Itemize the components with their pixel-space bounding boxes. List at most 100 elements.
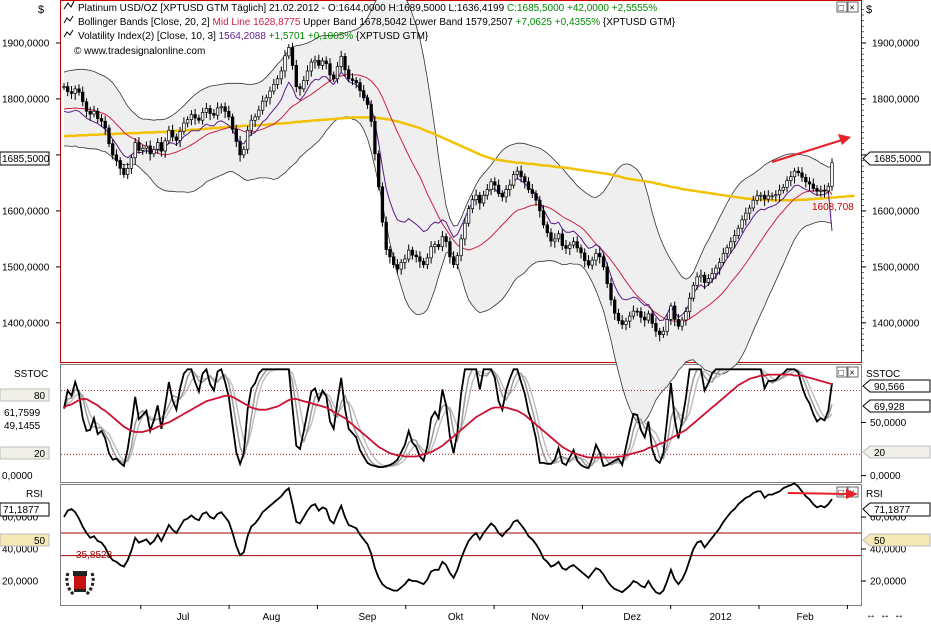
candle-body — [530, 189, 534, 194]
candle-body — [635, 310, 639, 313]
candle-body — [553, 238, 557, 242]
price-tick-label-left: 1400,0000 — [2, 318, 50, 329]
candle-body — [414, 254, 418, 258]
candle-body — [721, 253, 726, 263]
candle-body — [654, 323, 658, 332]
scroll-right-button[interactable]: ↔ — [894, 610, 904, 621]
candle-body — [781, 187, 785, 191]
scroll-buttons[interactable]: ↔ ↔ ↔ — [866, 610, 904, 621]
legend-line2-mid: Mid Line 1628,8775 — [213, 17, 301, 28]
candle-body — [481, 194, 486, 204]
candle-body — [185, 119, 190, 124]
candle-body — [92, 110, 96, 115]
stoch-panel-buttons[interactable]: □ × — [836, 366, 859, 378]
maximize-button[interactable] — [836, 366, 848, 378]
candle-body — [766, 195, 770, 200]
trend-arrow-price — [771, 134, 851, 163]
legend-line3-val: 1564,2088 — [219, 31, 267, 42]
x-tick-label: Jul — [177, 612, 190, 623]
rsi-tick-label-right: 20,0000 — [870, 577, 907, 588]
candle-body — [332, 74, 336, 80]
close-button[interactable] — [847, 1, 859, 13]
candle-body — [534, 193, 538, 201]
candle-body — [684, 311, 688, 321]
candle-body — [384, 221, 388, 250]
candle-body — [478, 194, 482, 204]
candle-body — [732, 235, 737, 243]
candle-body — [219, 106, 223, 109]
close-icon: × — [850, 3, 855, 13]
candle-body — [133, 142, 137, 159]
candle-body — [182, 122, 186, 132]
candle-body — [601, 256, 606, 268]
sma-200-line — [63, 116, 855, 202]
candle-body — [302, 80, 306, 90]
price-panel-buttons[interactable]: □ × — [836, 1, 859, 13]
candle-body — [118, 160, 122, 169]
legend-line1: Platinum USD/OZ [XPTUSD GTM Täglich] 21.… — [78, 3, 657, 14]
candle-body — [189, 114, 194, 120]
candle-body — [122, 167, 126, 175]
candle-body — [163, 140, 167, 152]
candle-body — [242, 148, 246, 156]
rsi-badge-right: 71,1877 — [874, 505, 911, 516]
candle-body — [410, 249, 415, 256]
rsi-tick-label-right: 40,0000 — [870, 545, 907, 556]
candle-body — [822, 189, 827, 192]
candle-body — [792, 170, 797, 178]
candle-body — [215, 107, 220, 116]
candle-body — [695, 276, 699, 286]
candle-body — [511, 174, 516, 186]
candle-body — [717, 262, 722, 269]
candle-body — [253, 116, 257, 121]
candle-body — [204, 108, 209, 113]
maximize-button[interactable] — [836, 1, 848, 13]
candle-body — [279, 70, 283, 80]
candle-body — [114, 154, 119, 161]
scroll-zoom-button[interactable]: ↔ — [880, 610, 890, 621]
candle-body — [264, 97, 268, 102]
price-currency-right: $ — [866, 4, 872, 16]
price-last-badge-left: 1685,5000 — [2, 154, 50, 165]
scroll-left-button[interactable]: ↔ — [866, 610, 876, 621]
close-button[interactable] — [847, 366, 859, 378]
price-currency-left: $ — [38, 4, 44, 16]
candle-body — [392, 256, 396, 265]
price-tick-label-left: 1800,0000 — [2, 94, 50, 105]
candle-body — [470, 199, 475, 210]
candle-body — [661, 330, 666, 335]
candle-body — [474, 194, 478, 201]
candle-body — [515, 170, 519, 175]
candle-body — [77, 88, 81, 93]
price-mid-label: 1608,708 — [812, 202, 854, 213]
candle-body — [141, 147, 145, 151]
x-tick-label: Aug — [263, 612, 281, 623]
candle-body — [687, 297, 692, 312]
candle-body — [811, 183, 815, 189]
candle-body — [590, 259, 594, 266]
stoch-level-lo-left: 20 — [34, 449, 46, 460]
candle-body — [343, 56, 347, 71]
candle-body — [796, 170, 800, 174]
candle-body — [519, 170, 523, 178]
candle-body — [227, 110, 231, 118]
candle-body — [541, 210, 546, 226]
candle-body — [208, 108, 212, 114]
candle-body — [178, 131, 182, 141]
candle-body — [545, 224, 549, 234]
candle-body — [594, 253, 598, 261]
candle-body — [725, 247, 729, 254]
price-plot — [62, 0, 855, 425]
candle-body — [444, 236, 448, 242]
candle-body — [807, 181, 812, 185]
candle-body — [631, 310, 636, 317]
candle-body — [448, 241, 452, 258]
candle-body — [245, 129, 250, 150]
close-icon: × — [850, 368, 855, 378]
rsi-tick-label-left: 20,0000 — [2, 577, 39, 588]
candle-body — [665, 319, 669, 332]
candle-body — [167, 129, 171, 142]
legend-line3: Volatility Index(2) [Close, 10, 3] 1564,… — [78, 31, 429, 42]
